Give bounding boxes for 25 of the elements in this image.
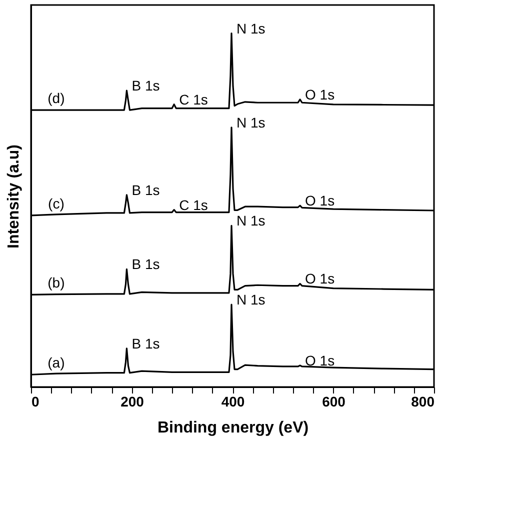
annotation: N 1s <box>236 20 266 36</box>
annotation: O 1s <box>305 270 335 287</box>
x-tick-label: 800 <box>411 394 435 410</box>
annotation: C 1s <box>179 196 208 213</box>
annotation: N 1s <box>236 292 266 308</box>
series-label: (c) <box>48 195 64 212</box>
x-tick-label: 0 <box>32 394 40 410</box>
annotation: O 1s <box>305 352 335 368</box>
x-tick-label: 400 <box>221 394 245 410</box>
annotation: B 1s <box>132 335 160 352</box>
y-axis-title: Intensity (a.u) <box>6 144 22 249</box>
x-tick-label: 200 <box>120 394 144 410</box>
series-label: (a) <box>48 354 65 371</box>
x-axis-title: Binding energy (eV) <box>157 420 309 436</box>
annotation: B 1s <box>132 256 160 272</box>
x-tick-label: 600 <box>322 394 346 410</box>
annotation: O 1s <box>305 192 335 209</box>
annotation: N 1s <box>236 212 266 229</box>
annotation: O 1s <box>305 86 335 102</box>
annotation: B 1s <box>132 78 160 94</box>
series-label: (b) <box>48 274 65 291</box>
series-label: (d) <box>48 90 65 106</box>
annotation: C 1s <box>179 91 208 108</box>
annotation: B 1s <box>132 182 160 198</box>
annotation: N 1s <box>236 114 266 130</box>
